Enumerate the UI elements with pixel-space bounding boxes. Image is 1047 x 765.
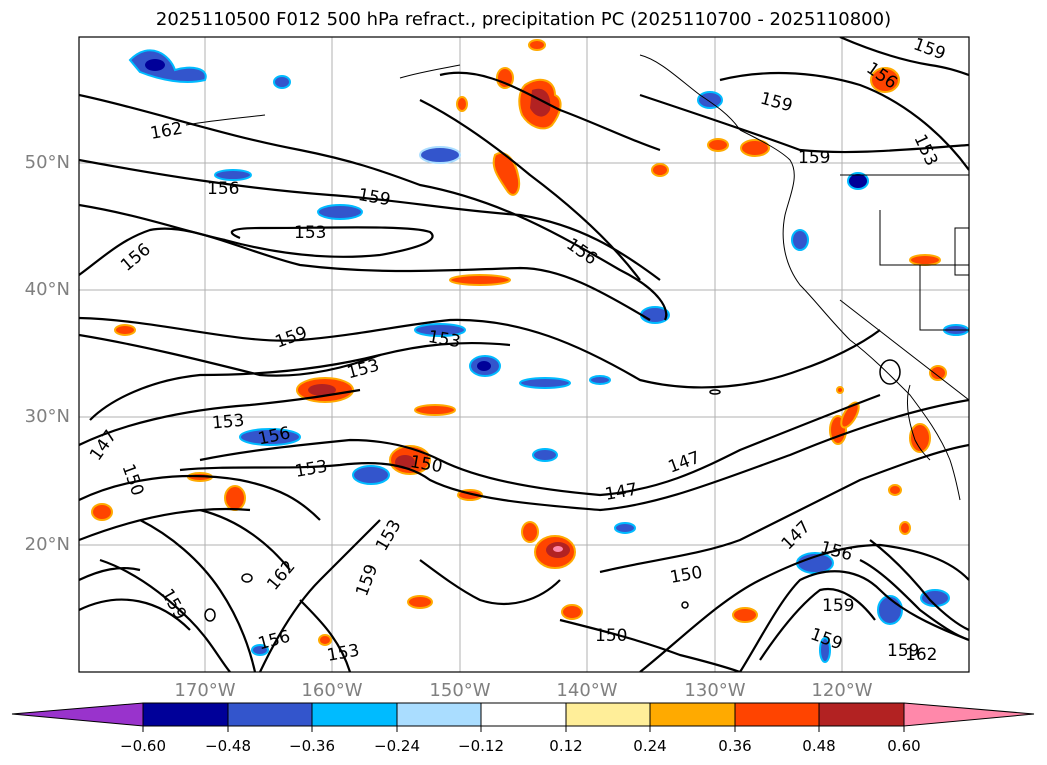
colorbar-tick-label: −0.12 xyxy=(458,737,504,755)
contour-label: 156 xyxy=(207,179,239,199)
colorbar-swatch xyxy=(311,702,398,727)
contour-label: 153 xyxy=(294,223,326,243)
contour-small xyxy=(204,359,901,622)
colorbar-swatch xyxy=(565,702,651,727)
contour-label: 153 xyxy=(211,411,245,434)
lat-label: 50°N xyxy=(24,152,70,173)
colorbar-swatch xyxy=(734,702,820,727)
colorbar-tick-label: 0.12 xyxy=(549,737,583,755)
colorbar-tick-label: 0.48 xyxy=(802,737,836,755)
colorbar-swatch xyxy=(396,702,482,727)
lat-label: 30°N xyxy=(24,406,70,427)
lon-label: 170°W xyxy=(174,680,236,701)
precip-positive xyxy=(91,39,947,646)
contour-label: 150 xyxy=(595,626,627,646)
colorbar-swatch xyxy=(818,702,905,727)
lon-label: 150°W xyxy=(429,680,491,701)
lon-label: 120°W xyxy=(811,680,873,701)
map-title: 2025110500 F012 500 hPa refract., precip… xyxy=(155,9,892,30)
colorbar-swatch xyxy=(142,702,229,727)
lon-label: 130°W xyxy=(684,680,746,701)
contour-label: 159 xyxy=(887,641,919,661)
map-background xyxy=(79,37,969,672)
colorbar-swatch xyxy=(649,702,736,727)
colorbar-upper-extend xyxy=(903,702,1035,727)
lat-label: 40°N xyxy=(24,279,70,300)
map-border xyxy=(78,36,970,673)
lat-label: 20°N xyxy=(24,534,70,555)
colorbar-tick-label: 0.24 xyxy=(633,737,667,755)
contour-lines xyxy=(79,37,969,672)
colorbar-swatch xyxy=(227,702,313,727)
colorbar xyxy=(11,702,1035,732)
colorbar-lower-extend xyxy=(11,702,144,727)
colorbar-tick-label: −0.36 xyxy=(289,737,335,755)
contour-label: 162 xyxy=(905,645,937,665)
colorbar-tick-label: 0.60 xyxy=(887,737,921,755)
coastlines xyxy=(185,54,969,501)
colorbar-tick-label: 0.36 xyxy=(718,737,752,755)
contour-label: 159 xyxy=(798,148,830,168)
colorbar-tick-label: −0.60 xyxy=(120,737,166,755)
colorbar-tick-label: −0.24 xyxy=(374,737,420,755)
contour-label: 159 xyxy=(822,596,854,616)
colorbar-swatch xyxy=(480,702,567,727)
colorbar-tick-label: −0.48 xyxy=(205,737,251,755)
lon-label: 160°W xyxy=(301,680,363,701)
lon-label: 140°W xyxy=(556,680,618,701)
colorbar-ticks xyxy=(142,726,905,732)
